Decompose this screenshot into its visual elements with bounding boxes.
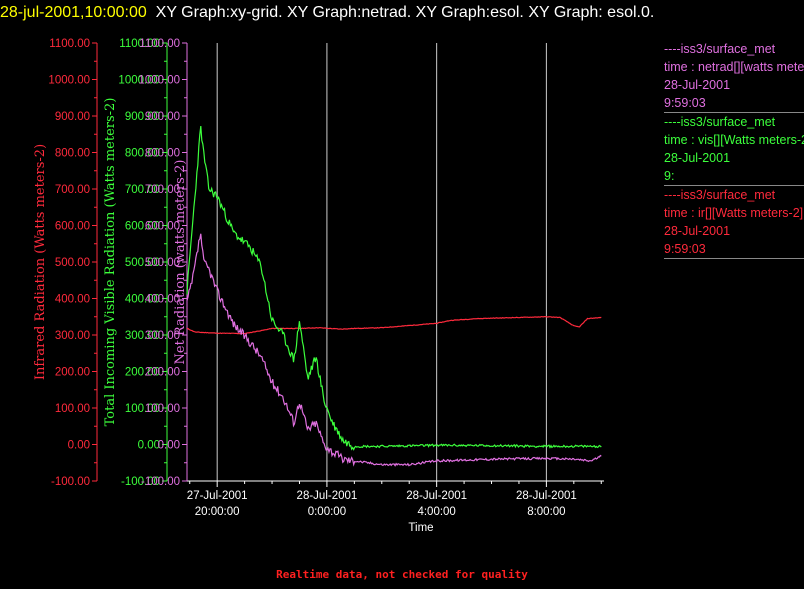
x-tick-date: 28-Jul-2001 <box>516 490 577 502</box>
graph-title: 28-jul-2001,10:00:00 XY Graph:xy-grid. X… <box>0 2 760 24</box>
net-tick-label: 100.00 <box>145 403 180 415</box>
infrared-tick-label: 700.00 <box>55 184 90 196</box>
net-tick-label: 400.00 <box>145 294 180 306</box>
legend-line: 28-Jul-2001 <box>664 151 731 165</box>
visible-tick-label: 400.00 <box>125 294 160 306</box>
series-line <box>186 315 602 335</box>
legend-line: time : netrad[][watts meters-2] <box>664 60 804 74</box>
net-tick-label: 1100.00 <box>139 38 180 50</box>
x-tick-time: 4:00:00 <box>417 506 455 518</box>
x-tick-time: 20:00:00 <box>195 506 240 518</box>
infrared-tick-label: -100.00 <box>51 476 90 488</box>
visible-tick-label: 600.00 <box>125 221 160 233</box>
net-tick-label: 300.00 <box>145 330 180 342</box>
infrared-tick-label: 1000.00 <box>48 75 90 87</box>
net-axis-label: Net Radiation (watts meters-2) <box>173 160 188 365</box>
infrared-tick-label: 900.00 <box>55 111 90 123</box>
net-tick-label: 200.00 <box>145 367 180 379</box>
infrared-axis-label: Infrared Radiation (Watts meters-2) <box>33 144 48 380</box>
net-tick-label: 800.00 <box>145 148 180 160</box>
visible-tick-label: 800.00 <box>125 148 160 160</box>
net-tick-label: 1000.00 <box>138 75 180 87</box>
visible-tick-label: 200.00 <box>125 367 160 379</box>
legend-line: time : vis[][Watts meters-2] <box>664 133 804 147</box>
net-tick-label: 900.00 <box>145 111 180 123</box>
visible-tick-label: 0.00 <box>138 440 160 452</box>
x-tick-time: 0:00:00 <box>308 506 346 518</box>
infrared-tick-label: 1100.00 <box>49 38 90 50</box>
legend-line: 28-Jul-2001 <box>664 78 731 92</box>
quality-notice: Realtime data, not checked for quality <box>276 568 528 581</box>
net-tick-label: 0.00 <box>158 440 180 452</box>
visible-axis-label: Total Incoming Visible Radiation (Watts … <box>103 98 118 427</box>
visible-tick-label: 1000.00 <box>118 75 160 87</box>
series-line <box>186 126 602 451</box>
infrared-tick-label: 100.00 <box>55 403 90 415</box>
visible-tick-label: 100.00 <box>125 403 160 415</box>
visible-tick-label: 300.00 <box>125 330 160 342</box>
visible-tick-label: 700.00 <box>125 184 160 196</box>
legend-line: time : ir[][Watts meters-2] <box>664 206 804 220</box>
legend-line: 9: <box>664 169 675 183</box>
x-tick-date: 28-Jul-2001 <box>297 490 358 502</box>
infrared-tick-label: 800.00 <box>55 148 90 160</box>
x-axis-label: Time <box>408 522 433 534</box>
legend-line: 9:59:03 <box>664 242 706 256</box>
visible-tick-label: -100.00 <box>121 476 160 488</box>
legend-source: ----iss3/surface_met <box>664 188 776 202</box>
timestamp: 28-jul-2001,10:00:00 <box>0 4 147 21</box>
infrared-tick-label: 0.00 <box>68 440 90 452</box>
infrared-tick-label: 200.00 <box>55 367 90 379</box>
net-tick-label: 600.00 <box>145 221 180 233</box>
title-text: XY Graph:xy-grid. XY Graph:netrad. XY Gr… <box>155 4 655 21</box>
series-line <box>186 233 602 467</box>
legend-source: ----iss3/surface_met <box>664 115 776 129</box>
visible-tick-label: 500.00 <box>125 257 160 269</box>
infrared-tick-label: 600.00 <box>55 221 90 233</box>
legend-line: 28-Jul-2001 <box>664 224 731 238</box>
visible-tick-label: 1100.00 <box>119 38 160 50</box>
legend-source: ----iss3/surface_met <box>664 42 776 56</box>
infrared-tick-label: 400.00 <box>55 294 90 306</box>
legend-line: 9:59:03 <box>664 96 706 110</box>
infrared-tick-label: 300.00 <box>55 330 90 342</box>
x-tick-time: 8:00:00 <box>527 506 565 518</box>
infrared-tick-label: 500.00 <box>55 257 90 269</box>
x-tick-date: 27-Jul-2001 <box>187 490 248 502</box>
net-tick-label: 500.00 <box>145 257 180 269</box>
net-tick-label: 700.00 <box>145 184 180 196</box>
net-tick-label: -100.00 <box>141 476 180 488</box>
visible-tick-label: 900.00 <box>125 111 160 123</box>
x-tick-date: 28-Jul-2001 <box>406 490 467 502</box>
